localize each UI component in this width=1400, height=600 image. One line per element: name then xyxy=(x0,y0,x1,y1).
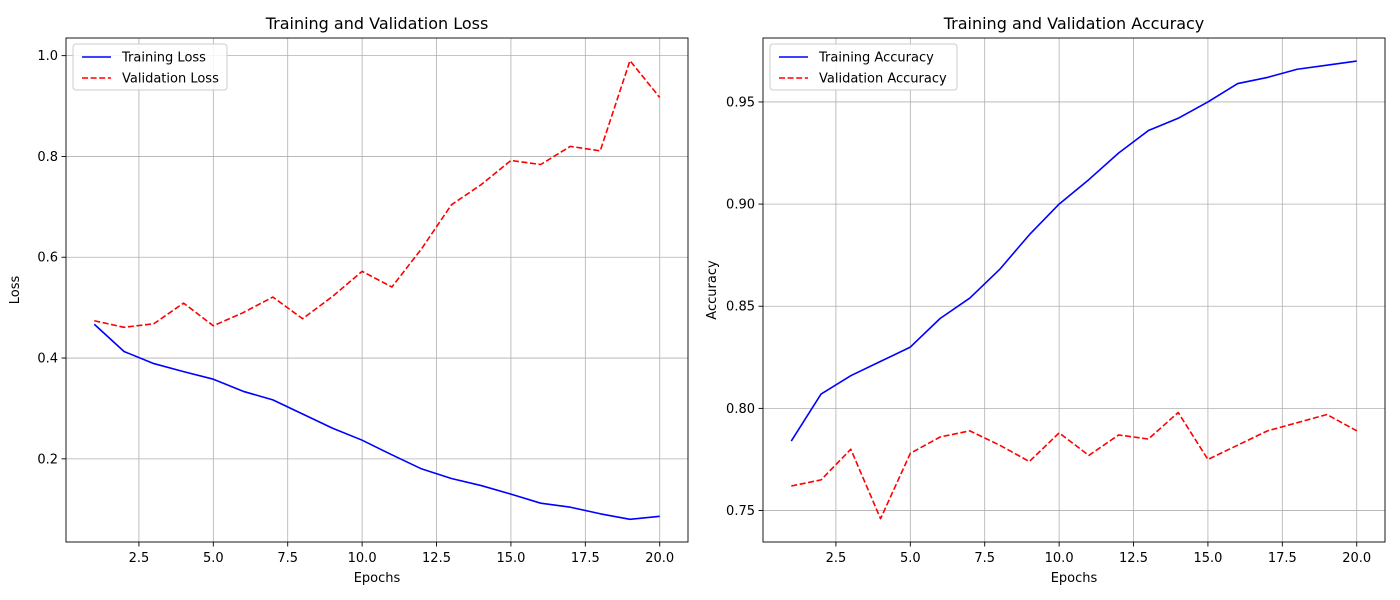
x-tick-label: 7.5 xyxy=(974,551,995,566)
y-axis-label: Accuracy xyxy=(705,260,720,320)
axes-frame xyxy=(762,37,1386,543)
chart-panel-accuracy: 2.5 5.0 7.5 10.0 12.5 15.0 17.5 20.0 0.75 0.80 0.8… xyxy=(705,14,1386,586)
chart-panel-loss: 2.5 5.0 7.5 10.0 12.5 15.0 17.5 20.0 0.2 0.4 0.6 0.… xyxy=(8,14,689,586)
x-tick-label: 10.0 xyxy=(1045,551,1074,566)
legend: Training Loss Validation Loss xyxy=(72,43,228,91)
plot-area xyxy=(66,38,688,542)
legend-box xyxy=(72,43,228,91)
x-tick-label: 20.0 xyxy=(645,551,674,566)
legend-label: Validation Accuracy xyxy=(819,72,947,87)
series-line-validation-accuracy xyxy=(791,411,1358,520)
y-tick-label: 0.6 xyxy=(37,251,58,266)
x-tick-label: 7.5 xyxy=(277,551,298,566)
x-tick-label: 5.0 xyxy=(203,551,224,566)
series-line-training-accuracy xyxy=(790,60,1357,442)
x-tick-label: 5.0 xyxy=(900,551,921,566)
y-tick-label: 0.75 xyxy=(726,504,755,519)
x-tick-label: 17.5 xyxy=(571,551,600,566)
x-tick-label: 20.0 xyxy=(1342,551,1371,566)
legend-box xyxy=(769,43,958,91)
y-axis-label: Loss xyxy=(8,276,23,305)
x-axis-label: Epochs xyxy=(354,571,401,586)
y-tick-label: 0.95 xyxy=(726,95,755,110)
y-tick-label: 0.85 xyxy=(726,300,755,315)
plot-area xyxy=(763,38,1385,542)
y-tick-label: 1.0 xyxy=(37,49,58,64)
series-line-training-loss xyxy=(93,323,660,521)
y-tick-label: 0.80 xyxy=(726,402,755,417)
y-tick-label: 0.90 xyxy=(726,198,755,213)
series-line-validation-loss xyxy=(94,59,661,329)
x-tick-label: 15.0 xyxy=(1193,551,1222,566)
axes-frame xyxy=(65,37,689,543)
x-tick-label: 10.0 xyxy=(348,551,377,566)
x-tick-label: 12.5 xyxy=(1119,551,1148,566)
legend-label: Training Loss xyxy=(121,51,206,66)
chart-title: Training and Validation Accuracy xyxy=(943,14,1205,33)
chart-title: Training and Validation Loss xyxy=(265,14,489,33)
y-tick-label: 0.2 xyxy=(37,452,58,467)
x-tick-label: 2.5 xyxy=(129,551,150,566)
y-tick-label: 0.4 xyxy=(37,352,58,367)
x-tick-label: 12.5 xyxy=(422,551,451,566)
legend-label: Validation Loss xyxy=(122,72,219,87)
x-axis-label: Epochs xyxy=(1051,571,1098,586)
legend-label: Training Accuracy xyxy=(818,51,934,66)
x-tick-label: 15.0 xyxy=(496,551,525,566)
legend: Training Accuracy Validation Accuracy xyxy=(769,43,958,91)
x-tick-label: 2.5 xyxy=(826,551,847,566)
y-tick-label: 0.8 xyxy=(37,150,58,165)
x-tick-label: 17.5 xyxy=(1268,551,1297,566)
